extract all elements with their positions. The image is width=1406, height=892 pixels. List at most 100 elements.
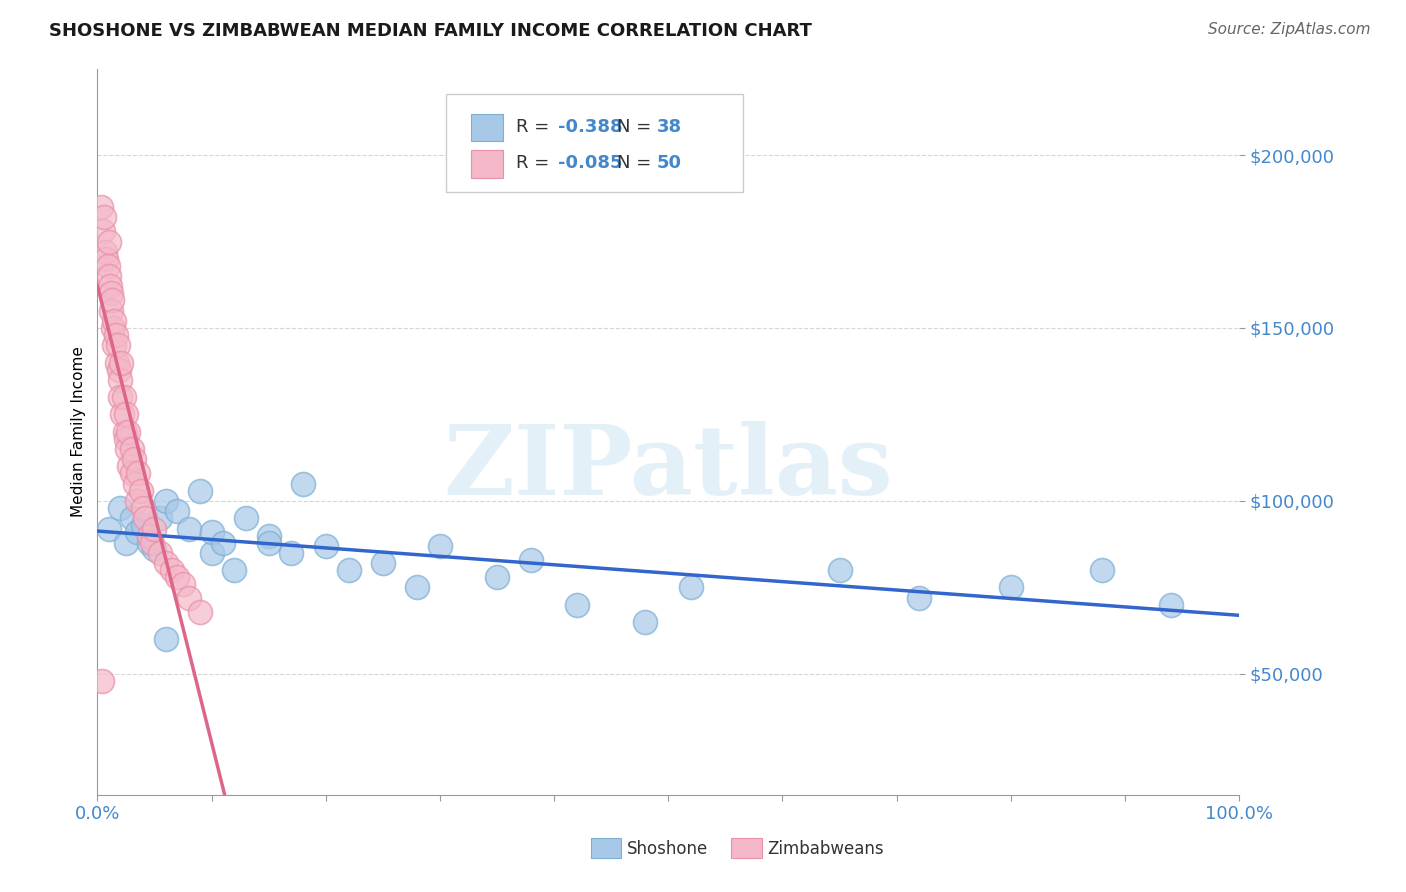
Point: [115, 442, 138, 456]
Text: -0.085: -0.085: [558, 154, 621, 172]
Point: [115, 535, 138, 549]
Point: [138, 528, 160, 542]
Text: -0.388: -0.388: [558, 118, 621, 136]
Point: [160, 563, 183, 577]
Point: [337, 563, 360, 577]
Point: [1160, 598, 1182, 612]
Point: [107, 338, 129, 352]
Point: [908, 591, 931, 605]
Point: [166, 504, 188, 518]
Point: [138, 535, 160, 549]
Point: [155, 632, 177, 647]
Point: [90, 200, 112, 214]
Point: [681, 581, 703, 595]
Point: [188, 605, 211, 619]
Point: [105, 355, 128, 369]
Point: [91, 224, 114, 238]
Bar: [471, 113, 503, 141]
Point: [166, 570, 188, 584]
Point: [115, 432, 138, 446]
Point: [127, 494, 149, 508]
Point: [315, 539, 337, 553]
Point: [291, 476, 314, 491]
Point: [104, 327, 127, 342]
Point: [280, 546, 302, 560]
Point: [485, 570, 508, 584]
Point: [371, 556, 394, 570]
Point: [97, 259, 120, 273]
Point: [112, 390, 135, 404]
Text: Shoshone: Shoshone: [627, 840, 709, 858]
Point: [100, 286, 122, 301]
Point: [149, 511, 172, 525]
Point: [257, 528, 280, 542]
Point: [200, 525, 222, 540]
Point: [98, 279, 121, 293]
Point: [257, 535, 280, 549]
Text: SHOSHONE VS ZIMBABWEAN MEDIAN FAMILY INCOME CORRELATION CHART: SHOSHONE VS ZIMBABWEAN MEDIAN FAMILY INC…: [49, 22, 813, 40]
Point: [177, 591, 200, 605]
Point: [118, 459, 141, 474]
Point: [114, 425, 136, 439]
Point: [121, 511, 143, 525]
Text: N =: N =: [617, 154, 657, 172]
Bar: [471, 150, 503, 178]
Text: ZIPatlas: ZIPatlas: [443, 421, 893, 515]
Point: [224, 563, 246, 577]
Point: [132, 500, 155, 515]
Point: [520, 553, 543, 567]
Y-axis label: Median Family Income: Median Family Income: [72, 346, 86, 517]
Point: [565, 598, 588, 612]
Point: [155, 494, 177, 508]
Point: [121, 442, 143, 456]
Point: [1000, 581, 1022, 595]
Point: [100, 303, 122, 318]
Point: [134, 511, 156, 525]
Point: [103, 314, 125, 328]
Point: [127, 525, 149, 540]
Point: [143, 542, 166, 557]
Point: [634, 615, 657, 629]
Point: [97, 522, 120, 536]
Point: [97, 235, 120, 249]
Point: [94, 244, 117, 259]
Point: [177, 522, 200, 536]
Point: [132, 518, 155, 533]
Point: [97, 269, 120, 284]
Point: [235, 511, 257, 525]
Point: [122, 452, 145, 467]
Point: [93, 211, 115, 225]
Text: Source: ZipAtlas.com: Source: ZipAtlas.com: [1208, 22, 1371, 37]
Point: [90, 673, 112, 688]
Point: [406, 581, 429, 595]
Point: [115, 408, 138, 422]
Point: [141, 535, 163, 549]
Point: [155, 556, 177, 570]
Point: [212, 535, 235, 549]
Point: [103, 321, 125, 335]
Text: 38: 38: [657, 118, 682, 136]
Point: [188, 483, 211, 498]
Text: Zimbabweans: Zimbabweans: [768, 840, 884, 858]
Point: [103, 338, 125, 352]
Point: [127, 467, 149, 481]
FancyBboxPatch shape: [446, 94, 742, 192]
Point: [96, 252, 118, 266]
Text: R =: R =: [516, 118, 555, 136]
Point: [200, 546, 222, 560]
Point: [143, 522, 166, 536]
Point: [108, 373, 131, 387]
Point: [129, 483, 152, 498]
Point: [828, 563, 851, 577]
Point: [108, 362, 131, 376]
Point: [172, 577, 194, 591]
Point: [429, 539, 451, 553]
Point: [111, 408, 134, 422]
Point: [110, 355, 132, 369]
Point: [121, 467, 143, 481]
Point: [117, 425, 139, 439]
Point: [149, 546, 172, 560]
Text: 50: 50: [657, 154, 682, 172]
Point: [1091, 563, 1114, 577]
Point: [101, 293, 124, 308]
